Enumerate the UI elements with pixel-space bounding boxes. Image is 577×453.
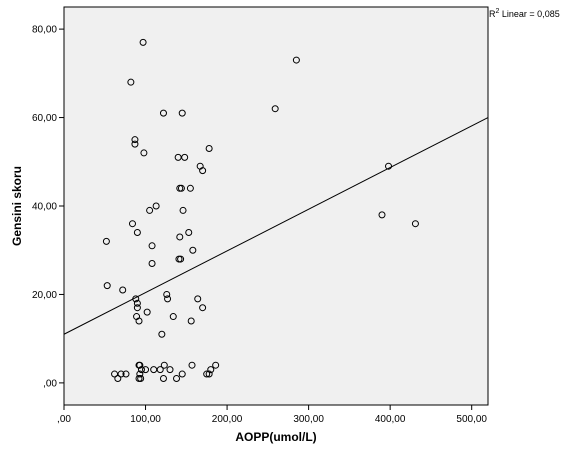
data-point bbox=[205, 370, 213, 378]
data-point bbox=[136, 370, 144, 378]
y-tick-label: 20,00 bbox=[32, 290, 57, 301]
r2-suffix: Linear = 0,085 bbox=[499, 9, 559, 19]
data-point bbox=[132, 295, 140, 303]
data-point bbox=[271, 105, 279, 113]
x-tick-label: 500,00 bbox=[456, 414, 487, 425]
data-point bbox=[103, 282, 111, 290]
data-point bbox=[194, 295, 202, 303]
data-point bbox=[159, 374, 167, 382]
data-point bbox=[181, 153, 189, 161]
data-point bbox=[166, 366, 174, 374]
data-point bbox=[164, 295, 172, 303]
data-point bbox=[128, 220, 136, 228]
data-point bbox=[136, 361, 144, 369]
data-point bbox=[102, 237, 110, 245]
data-point bbox=[199, 304, 207, 312]
x-tick-label: 100,00 bbox=[130, 414, 161, 425]
data-point bbox=[158, 330, 166, 338]
data-point bbox=[111, 370, 119, 378]
x-axis: ,00 100,00 200,00 300,00 400,00 500,00 bbox=[57, 405, 487, 425]
data-point bbox=[142, 366, 150, 374]
data-point bbox=[156, 366, 164, 374]
x-tick-label: 400,00 bbox=[375, 414, 406, 425]
x-tick-label: 300,00 bbox=[293, 414, 324, 425]
data-point bbox=[131, 136, 139, 144]
data-point bbox=[378, 211, 386, 219]
data-point bbox=[140, 149, 148, 157]
data-point bbox=[148, 259, 156, 267]
data-point bbox=[212, 361, 220, 369]
data-point bbox=[205, 145, 213, 153]
data-point bbox=[186, 184, 194, 192]
data-point bbox=[188, 361, 196, 369]
data-point bbox=[146, 206, 154, 214]
data-point bbox=[133, 229, 141, 237]
y-tick-label: 40,00 bbox=[32, 202, 57, 213]
data-point bbox=[173, 374, 181, 382]
data-point bbox=[185, 229, 193, 237]
data-point bbox=[159, 109, 167, 117]
data-point bbox=[137, 374, 145, 382]
data-point bbox=[163, 290, 171, 298]
data-point bbox=[150, 366, 158, 374]
y-axis-title: Gensini skoru bbox=[10, 166, 24, 246]
data-point bbox=[169, 313, 177, 321]
data-point bbox=[179, 206, 187, 214]
fit-line bbox=[63, 117, 489, 335]
data-point bbox=[148, 242, 156, 250]
y-axis: ,00 20,00 40,00 60,00 80,00 bbox=[32, 25, 64, 389]
data-point bbox=[143, 308, 151, 316]
r2-label: R2 Linear = 0,085 bbox=[489, 8, 560, 19]
data-point bbox=[119, 286, 127, 294]
x-tick-label: ,00 bbox=[57, 414, 71, 425]
y-tick-label: 60,00 bbox=[32, 113, 57, 124]
data-point bbox=[135, 317, 143, 325]
data-point bbox=[207, 366, 215, 374]
y-tick-label: 80,00 bbox=[32, 25, 57, 36]
y-tick-label: ,00 bbox=[43, 378, 57, 389]
data-point bbox=[139, 38, 147, 46]
data-point bbox=[152, 202, 160, 210]
data-point bbox=[133, 304, 141, 312]
data-point bbox=[117, 370, 125, 378]
r2-prefix: R bbox=[489, 9, 496, 19]
plot-area bbox=[63, 6, 489, 406]
data-point bbox=[177, 255, 185, 263]
data-point bbox=[177, 184, 185, 192]
data-point bbox=[160, 361, 168, 369]
data-point bbox=[385, 162, 393, 170]
x-tick-label: 200,00 bbox=[212, 414, 243, 425]
data-point bbox=[122, 370, 130, 378]
data-points bbox=[102, 38, 419, 382]
data-point bbox=[127, 78, 135, 86]
data-point bbox=[292, 56, 300, 64]
data-point bbox=[137, 366, 145, 374]
data-point bbox=[199, 167, 207, 175]
data-point bbox=[176, 233, 184, 241]
data-point bbox=[174, 153, 182, 161]
data-point bbox=[411, 220, 419, 228]
data-point bbox=[178, 109, 186, 117]
data-point bbox=[114, 374, 122, 382]
fit-line-layer bbox=[63, 117, 489, 335]
data-point bbox=[203, 370, 211, 378]
data-point bbox=[178, 370, 186, 378]
data-point bbox=[131, 140, 139, 148]
data-point bbox=[187, 317, 195, 325]
r2-superscript: 2 bbox=[496, 8, 500, 15]
data-point bbox=[133, 299, 141, 307]
data-point bbox=[189, 246, 197, 254]
x-axis-title: AOPP(umol/L) bbox=[235, 430, 316, 444]
